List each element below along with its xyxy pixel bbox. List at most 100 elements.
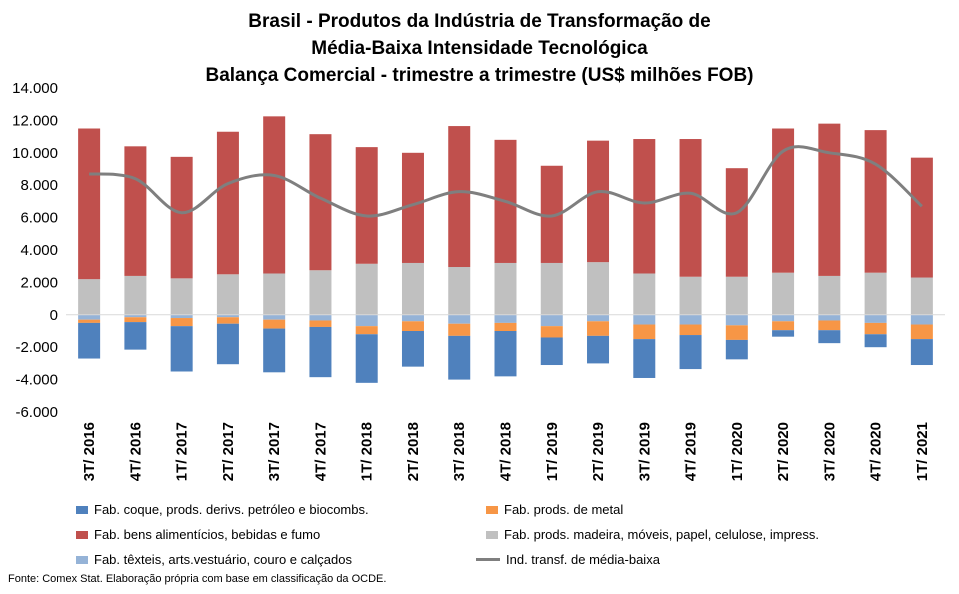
bar-segment — [772, 321, 795, 331]
bar-segment — [540, 314, 563, 327]
bar-segment — [170, 314, 193, 319]
bar-segment — [124, 314, 147, 318]
bar-segment — [309, 314, 332, 321]
chart-canvas: -6.000 -4.000 -2.000 0 2.000 4.000 6.000 8.000 1… — [12, 80, 945, 481]
bar-segment — [633, 314, 656, 325]
y-tick-label: -2.000 — [15, 339, 58, 356]
bar-segment — [725, 168, 748, 277]
x-tick-label: 1T/ 2020 — [729, 422, 746, 481]
bar-segment — [494, 322, 517, 331]
bar-segment — [772, 330, 795, 337]
y-tick-label: 4.000 — [20, 242, 58, 259]
x-tick-label: 3T/ 2017 — [266, 422, 283, 481]
bar-segment — [864, 322, 887, 335]
bar-segment — [772, 272, 795, 315]
x-tick-label: 3T/ 2018 — [451, 422, 468, 481]
bar-segment — [216, 317, 239, 324]
bar-segment — [494, 262, 517, 315]
bar-segment — [355, 334, 378, 383]
bar-segment — [78, 314, 101, 320]
legend-label-ind-transf: Ind. transf. de média-baixa — [506, 552, 660, 567]
bar-segment — [401, 321, 424, 331]
bar-segment — [679, 276, 702, 315]
legend-item-ind-transf: Ind. transf. de média-baixa — [476, 552, 660, 567]
legend-item-coque: Fab. coque, prods. derivs. petróleo e bi… — [76, 502, 369, 517]
bar-segment — [263, 319, 286, 329]
bar-segment — [309, 134, 332, 271]
x-tick-label: 4T/ 2020 — [868, 422, 885, 481]
bar-segment — [679, 335, 702, 370]
bar-segment — [263, 328, 286, 373]
bar-segment — [725, 276, 748, 315]
legend-swatch-metal — [486, 505, 498, 514]
bar-segment — [448, 323, 471, 336]
bar-segment — [124, 317, 147, 323]
bar-segment — [587, 262, 610, 315]
legend-label-alimenticios: Fab. bens alimentícios, bebidas e fumo — [94, 527, 321, 542]
bar-segment — [910, 324, 933, 340]
bar-segment — [679, 324, 702, 336]
legend-item-alimenticios: Fab. bens alimentícios, bebidas e fumo — [76, 527, 320, 542]
x-tick-label: 1T/ 2019 — [544, 422, 561, 481]
legend-item-texteis: Fab. têxteis, arts.vestuário, couro e ca… — [76, 552, 352, 567]
bar-segment — [587, 314, 610, 322]
y-tick-label: 12.000 — [12, 112, 58, 129]
bar-segment — [401, 152, 424, 263]
bar-segment — [864, 272, 887, 315]
bar-segment — [540, 326, 563, 338]
y-tick-label: 14.000 — [12, 80, 58, 97]
legend-label-madeira: Fab. prods. madeira, móveis, papel, celu… — [504, 527, 820, 542]
bar-segment — [633, 339, 656, 378]
bar-segment — [78, 319, 101, 323]
y-tick-label: 0 — [50, 307, 58, 324]
bar-segment — [78, 322, 101, 359]
bar-segment — [216, 314, 239, 318]
legend-line-ind-transf — [476, 558, 500, 561]
bar-segment — [587, 321, 610, 336]
bar-segment — [818, 320, 841, 331]
y-tick-label: 10.000 — [12, 145, 58, 162]
chart-title-line-3: Balança Comercial - trimestre a trimestr… — [205, 65, 754, 86]
bar-segment — [818, 275, 841, 315]
y-tick-label: 2.000 — [20, 274, 58, 291]
bar-segment — [309, 270, 332, 315]
x-tick-label: 2T/ 2018 — [405, 422, 422, 481]
bar-segment — [124, 275, 147, 315]
y-tick-label: 8.000 — [20, 177, 58, 194]
bar-segment — [263, 314, 286, 320]
bar-segment — [587, 140, 610, 263]
bar-segment — [448, 335, 471, 380]
x-tick-label: 4T/ 2019 — [683, 422, 700, 481]
bar-segment — [772, 128, 795, 273]
x-tick-label: 3T/ 2016 — [81, 422, 98, 481]
x-tick-label: 3T/ 2020 — [821, 422, 838, 481]
bar-segment — [818, 330, 841, 344]
bar-segment — [448, 267, 471, 315]
bar-segment — [864, 334, 887, 348]
legend-swatch-alimenticios — [76, 530, 88, 539]
bar-segment — [124, 322, 147, 350]
bar-segment — [448, 126, 471, 268]
bar-segment — [401, 262, 424, 315]
bar-segment — [587, 335, 610, 364]
bar-segment — [401, 331, 424, 367]
x-tick-label: 4T/ 2017 — [312, 422, 329, 481]
bar-segment — [309, 320, 332, 327]
bar-segment — [494, 314, 517, 323]
bar-segment — [540, 262, 563, 315]
x-tick-label: 4T/ 2016 — [127, 422, 144, 481]
bar-segment — [633, 273, 656, 315]
legend-label-coque: Fab. coque, prods. derivs. petróleo e bi… — [94, 502, 369, 517]
bar-segment — [78, 279, 101, 315]
bar-segment — [633, 324, 656, 340]
bar-segment — [818, 314, 841, 321]
legend-swatch-coque — [76, 505, 88, 514]
bar-segment — [725, 314, 748, 326]
x-tick-label: 3T/ 2019 — [636, 422, 653, 481]
chart-title-line-2: Média-Baixa Intensidade Tecnológica — [311, 38, 648, 59]
x-tick-label: 1T/ 2021 — [914, 422, 931, 481]
bar-segment — [216, 323, 239, 365]
bar-segment — [309, 326, 332, 378]
source-note: Fonte: Comex Stat. Elaboração própria co… — [8, 573, 387, 585]
x-tick-label: 2T/ 2019 — [590, 422, 607, 481]
